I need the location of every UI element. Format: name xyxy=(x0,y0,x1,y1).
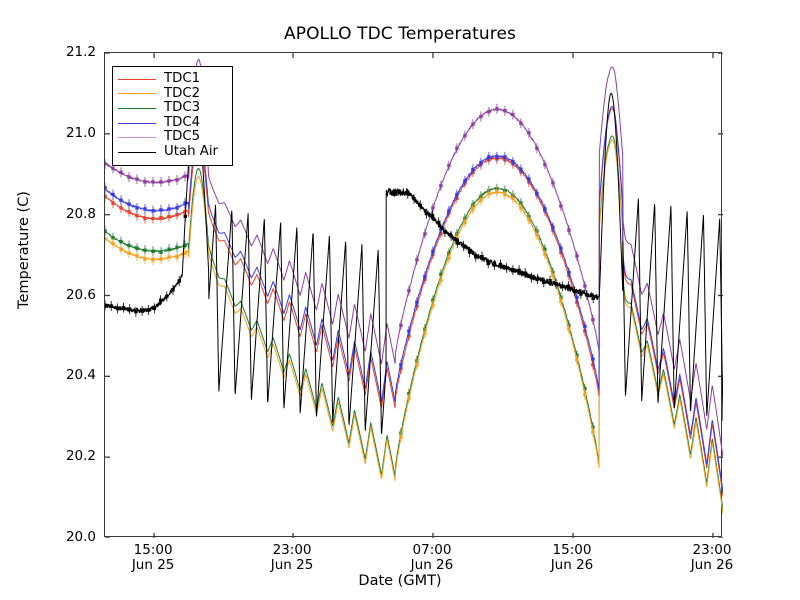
x-tick-date: Jun 25 xyxy=(270,557,314,574)
legend-item-utah-air[interactable]: Utah Air xyxy=(118,143,226,160)
legend: TDC1 TDC2 TDC3 TDC4 TDC5 Utah Air xyxy=(112,66,233,166)
legend-label: TDC5 xyxy=(164,129,201,145)
data-point-marker xyxy=(105,186,107,190)
x-tick-time: 23:00 xyxy=(272,542,312,558)
data-point-marker xyxy=(105,229,107,233)
legend-swatch-icon xyxy=(118,122,156,124)
y-tick-label: 20.8 xyxy=(65,205,96,222)
y-tick-label: 21.0 xyxy=(65,124,96,141)
legend-label: TDC4 xyxy=(164,114,201,130)
legend-item-tdc3[interactable]: TDC3 xyxy=(118,101,226,116)
x-tick-label: 15:00 Jun 26 xyxy=(512,542,632,574)
x-tick-time: 23:00 xyxy=(692,542,732,558)
series-markers-tdc4 xyxy=(105,151,595,370)
x-tick-time: 15:00 xyxy=(133,542,173,558)
data-point-marker xyxy=(105,194,107,199)
legend-label: Utah Air xyxy=(164,143,219,159)
legend-item-tdc5[interactable]: TDC5 xyxy=(118,130,226,145)
y-tick-label: 20.0 xyxy=(65,529,96,545)
legend-item-tdc1[interactable]: TDC1 xyxy=(118,71,226,87)
series-line-tdc1 xyxy=(105,108,723,496)
series-markers-tdc3 xyxy=(105,183,595,439)
y-axis-label-holder: Temperature (C) xyxy=(0,0,32,309)
data-point-marker xyxy=(105,237,107,241)
legend-swatch-icon xyxy=(118,137,156,139)
legend-item-tdc4[interactable]: TDC4 xyxy=(118,114,226,131)
legend-label: TDC2 xyxy=(164,85,201,101)
series-line-tdc2 xyxy=(105,139,723,514)
x-tick-time: 07:00 xyxy=(412,542,452,558)
x-tick-date: Jun 26 xyxy=(690,557,734,574)
axis-ticks xyxy=(105,53,723,538)
page-title: APOLLO TDC Temperatures xyxy=(284,24,516,44)
data-point-marker xyxy=(105,162,107,166)
legend-swatch-icon xyxy=(118,93,156,95)
series-markers-utah-air xyxy=(105,188,595,317)
y-tick-label: 20.2 xyxy=(65,448,96,465)
x-axis-label: Date (GMT) xyxy=(358,573,442,589)
legend-label: TDC1 xyxy=(164,71,201,86)
x-tick-label: 15:00 Jun 25 xyxy=(93,542,213,574)
series-line-tdc4 xyxy=(105,106,723,492)
series-markers-tdc5 xyxy=(105,103,595,331)
x-tick-date: Jun 26 xyxy=(410,557,454,574)
series-markers-tdc2 xyxy=(105,186,595,442)
x-tick-label: 23:00 Jun 26 xyxy=(652,542,772,574)
legend-item-tdc2[interactable]: TDC2 xyxy=(118,85,226,102)
x-tick-time: 15:00 xyxy=(552,542,592,558)
legend-swatch-icon xyxy=(118,151,156,153)
x-tick-date: Jun 26 xyxy=(550,557,594,574)
legend-label: TDC3 xyxy=(164,100,201,116)
x-tick-date: Jun 25 xyxy=(131,557,175,574)
legend-swatch-icon xyxy=(118,78,156,80)
series-markers-tdc1 xyxy=(105,153,595,374)
x-tick-label: 07:00 Jun 26 xyxy=(372,542,492,574)
data-point-marker xyxy=(105,303,107,307)
legend-swatch-icon xyxy=(118,107,156,109)
y-tick-label: 20.4 xyxy=(65,367,96,384)
x-tick-label: 23:00 Jun 25 xyxy=(232,542,352,574)
y-axis-label: Temperature (C) xyxy=(16,191,32,309)
y-tick-label: 21.2 xyxy=(65,44,96,60)
y-tick-label: 20.6 xyxy=(65,286,96,303)
